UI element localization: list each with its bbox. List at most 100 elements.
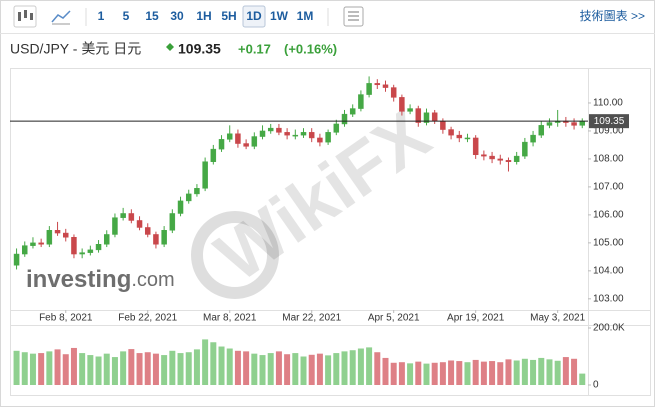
volume-bar: [62, 354, 69, 385]
candle-body: [103, 234, 110, 245]
settings-icon[interactable]: [343, 6, 364, 27]
candle-body: [144, 227, 151, 235]
volume-bar: [87, 355, 94, 385]
volume-bar: [415, 361, 422, 385]
candle-body: [407, 108, 413, 112]
candle-body: [382, 84, 389, 88]
interval-button[interactable]: 5: [123, 9, 130, 23]
volume-bar: [374, 352, 381, 385]
y-tick-label: 104.00: [593, 265, 624, 276]
candle-body: [464, 137, 471, 140]
candle-body: [161, 230, 167, 245]
volume-bar: [333, 353, 340, 385]
y-tick-label: 103.00: [593, 293, 624, 304]
volume-bar: [267, 353, 274, 385]
volume-bar: [316, 353, 323, 385]
y-tick-label: 109.00: [593, 126, 624, 137]
y-tick-label: 108.00: [593, 154, 624, 165]
candle-body: [38, 242, 44, 245]
volume-bar: [103, 353, 110, 385]
volume-bar: [513, 360, 520, 385]
volume-bar: [284, 354, 291, 385]
candle-body: [546, 122, 553, 126]
candle-body: [481, 154, 487, 157]
volume-bar: [210, 342, 217, 385]
x-tick-label: Apr 19, 2021: [447, 313, 505, 324]
icon-part[interactable]: [51, 10, 71, 23]
volume-bar: [136, 353, 143, 385]
candle-body: [226, 133, 233, 140]
candle-body: [325, 132, 331, 143]
plot: 103.00 104.00 105.00 106.00 107.00 108.00 109.…: [10, 76, 629, 391]
volume-bar: [505, 359, 512, 385]
x-tick-label: May 3, 2021: [530, 313, 585, 324]
volume-tick-label: 0: [593, 380, 599, 391]
candle-body: [13, 253, 20, 266]
candle-body: [276, 127, 282, 133]
last-price: 109.35: [178, 41, 221, 57]
interval-button[interactable]: 1H: [196, 9, 211, 23]
interval-button[interactable]: 1: [98, 9, 105, 23]
volume-bar: [128, 349, 135, 385]
icon-part[interactable]: [348, 11, 359, 21]
icon-part[interactable]: [18, 12, 21, 21]
y-tick-label: 107.00: [593, 182, 624, 193]
candle-body: [30, 242, 36, 246]
candle-body: [423, 112, 430, 123]
candle-body: [374, 83, 381, 86]
watermark-emblem: [191, 211, 279, 299]
y-tick-label: 110.00: [593, 98, 623, 109]
volume-bar: [382, 357, 389, 385]
volume-bar: [275, 351, 282, 385]
candle-icon[interactable]: [13, 5, 37, 28]
volume-bar: [70, 347, 77, 385]
candle-body: [128, 213, 135, 221]
interval-button[interactable]: 15: [145, 9, 159, 23]
interval-button[interactable]: 1M: [297, 9, 314, 23]
volume-bar: [530, 359, 537, 385]
interval-button[interactable]: 30: [170, 9, 184, 23]
volume-bar: [300, 356, 307, 385]
volume-bar: [407, 363, 414, 385]
logo-name: investing: [26, 266, 131, 293]
interval-button[interactable]: 5H: [221, 9, 236, 23]
volume-bar: [169, 350, 176, 385]
volume-bar: [21, 352, 28, 385]
active-button[interactable]: [242, 5, 266, 28]
candle-body: [153, 234, 159, 245]
candle-body: [456, 134, 463, 139]
candle-body: [505, 160, 512, 162]
volume-bar: [29, 353, 36, 385]
volume-bar: [341, 351, 348, 385]
volume-bar: [480, 361, 487, 385]
chart-link[interactable]: 技術圖表 >>: [580, 9, 645, 23]
logo-suffix: .com: [131, 269, 174, 291]
candle-body: [210, 148, 217, 162]
interval-button[interactable]: 1W: [270, 9, 289, 23]
icon-part[interactable]: [24, 10, 27, 18]
candle-body: [317, 137, 323, 143]
volume-bar: [579, 373, 586, 385]
x-tick-label: Apr 5, 2021: [368, 313, 420, 324]
candle-body: [235, 133, 241, 144]
interval-buttons: 1 5 15 30 1H 5H 1D 1W 1M: [98, 5, 314, 28]
candle-body: [54, 230, 61, 234]
volume-bar: [546, 359, 553, 385]
candle-body: [366, 83, 372, 95]
line-icon[interactable]: [51, 10, 71, 25]
volume-bar: [13, 350, 20, 385]
candle-body: [292, 134, 299, 137]
x-tick-label: Feb 8, 2021: [39, 313, 93, 324]
interval-button[interactable]: 1D: [246, 9, 262, 23]
candle-body: [284, 132, 290, 136]
pair-title: USD/JPY - 美元 日元: [10, 41, 141, 57]
volume-bar: [152, 353, 159, 385]
price-change-pct: (+0.16%): [284, 41, 337, 56]
volume-bar: [308, 354, 315, 385]
candle-body: [431, 112, 438, 122]
volume-bar: [349, 350, 356, 385]
candle-body: [79, 252, 85, 255]
candle-body: [63, 232, 69, 238]
icon-part[interactable]: [30, 13, 33, 20]
